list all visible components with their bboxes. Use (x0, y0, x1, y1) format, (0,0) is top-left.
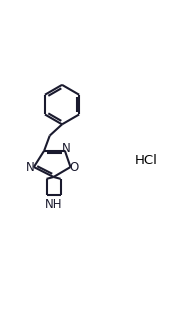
Text: HCl: HCl (135, 155, 158, 167)
Text: O: O (70, 160, 79, 174)
Text: N: N (26, 160, 34, 174)
Text: NH: NH (45, 198, 62, 211)
Text: N: N (62, 142, 71, 155)
